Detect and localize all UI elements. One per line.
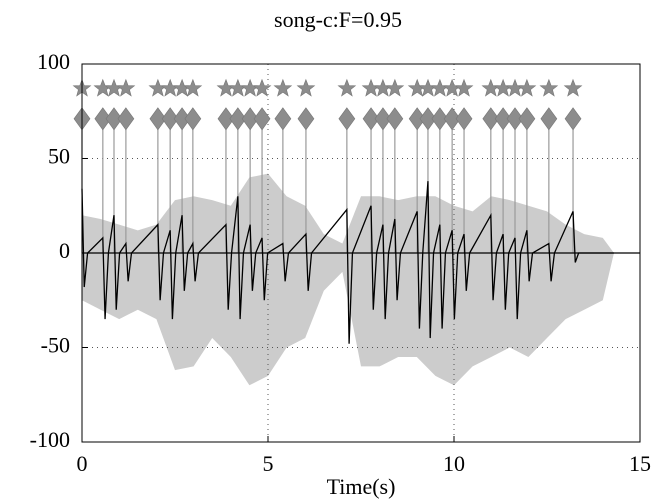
- diamond-marker: [297, 107, 315, 131]
- plot-frame: [81, 63, 641, 443]
- diamond-marker: [229, 107, 247, 131]
- y-tick-label: -100: [30, 427, 70, 452]
- diamond-marker: [338, 107, 356, 131]
- y-tick-label: 50: [48, 144, 70, 169]
- diamond-marker: [184, 107, 202, 131]
- diamond-marker: [117, 107, 135, 131]
- trace: [81, 181, 614, 344]
- star-marker: [296, 78, 316, 97]
- diamond-marker: [105, 107, 123, 131]
- diamond-marker: [564, 107, 582, 131]
- diamond-marker: [506, 107, 524, 131]
- diamond-marker: [518, 107, 536, 131]
- star-marker: [273, 78, 293, 97]
- star-marker: [337, 78, 357, 97]
- x-tick-label: 10: [443, 451, 465, 476]
- diamond-marker: [455, 107, 473, 131]
- diamond-marker: [419, 107, 437, 131]
- diamond-marker: [253, 107, 271, 131]
- x-tick-label: 15: [629, 451, 651, 476]
- diamond-marker: [494, 107, 512, 131]
- x-tick-label: 0: [77, 451, 88, 476]
- diamond-marker: [482, 107, 500, 131]
- star-marker: [385, 78, 405, 97]
- y-tick-label: -50: [41, 333, 70, 358]
- y-tick-label: 100: [37, 49, 70, 74]
- star-marker: [454, 78, 474, 97]
- diamond-marker: [94, 107, 112, 131]
- star-marker: [183, 78, 203, 97]
- diamond-marker: [362, 107, 380, 131]
- star-marker: [116, 78, 136, 97]
- diamond-marker: [149, 107, 167, 131]
- diamond-marker: [374, 107, 392, 131]
- diamond-marker: [274, 107, 292, 131]
- y-tick-label: 0: [59, 238, 70, 263]
- diamond-marker: [386, 107, 404, 131]
- star-marker: [517, 78, 537, 97]
- diamond-marker: [431, 107, 449, 131]
- diamond-marker: [217, 107, 235, 131]
- star-marker: [539, 78, 559, 97]
- diamond-marker: [241, 107, 259, 131]
- diamond-marker: [540, 107, 558, 131]
- x-axis-label: Time(s): [327, 474, 396, 499]
- x-tick-label: 5: [263, 451, 274, 476]
- star-marker: [252, 78, 272, 97]
- diamond-marker: [443, 107, 461, 131]
- star-marker: [563, 78, 583, 97]
- diamond-marker: [161, 107, 179, 131]
- chart-title: song-c:F=0.95: [274, 7, 402, 32]
